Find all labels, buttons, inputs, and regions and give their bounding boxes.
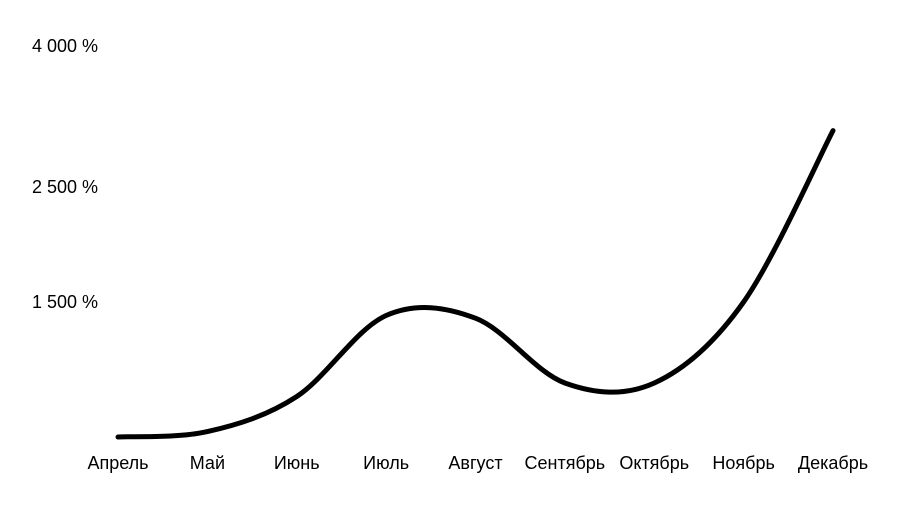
x-tick-label: Сентябрь [525, 453, 606, 473]
x-tick-label: Июнь [274, 453, 320, 473]
x-tick-label: Ноябрь [712, 453, 774, 473]
x-tick-label: Август [448, 453, 502, 473]
y-tick-label: 1 500 % [32, 292, 98, 312]
x-tick-label: Май [190, 453, 225, 473]
x-tick-label: Декабрь [798, 453, 868, 473]
y-tick-label: 2 500 % [32, 177, 98, 197]
x-tick-label: Июль [363, 453, 409, 473]
x-tick-label: Апрель [87, 453, 148, 473]
x-tick-label: Октябрь [619, 453, 689, 473]
y-tick-label: 4 000 % [32, 36, 98, 56]
x-axis-ticks: Апрель Май Июнь Июль Август Сентябрь Октябрь Но… [87, 453, 868, 473]
y-axis-ticks: 1 500 % 2 500 % 4 000 % [32, 36, 98, 312]
series-group [115, 128, 836, 440]
series-line [115, 128, 836, 440]
